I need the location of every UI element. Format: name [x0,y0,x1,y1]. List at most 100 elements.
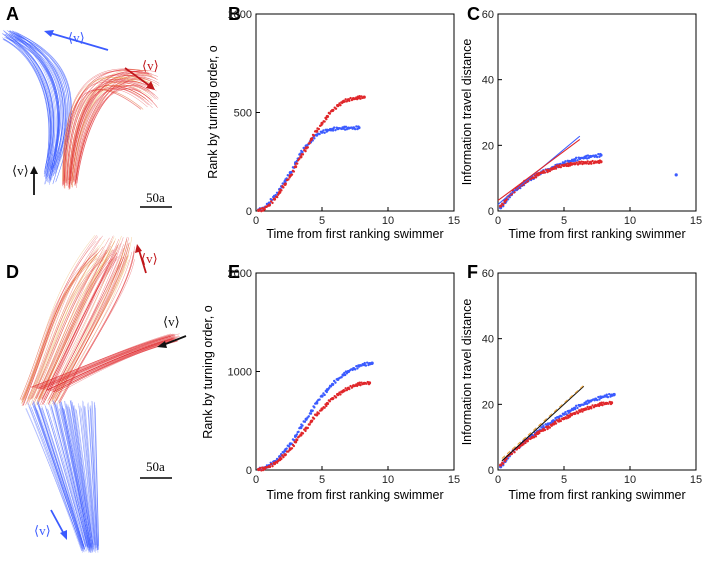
red-trajectory [34,248,110,400]
red-velocity-arrow-d [138,249,147,274]
data-point [332,126,336,129]
data-point [310,137,314,140]
red-trajectory [19,253,96,400]
data-point [301,424,304,427]
chart-f: 0 5 10 15 0 20 40 60 [482,268,702,486]
data-point [336,104,340,108]
data-point [367,381,372,385]
blue-trajectory [81,408,96,546]
y-tick-label: 40 [482,75,494,87]
trajectories-d [19,235,180,554]
fit-line-red-fit [497,138,581,201]
data-point [517,446,521,450]
blue-trajectory [89,407,98,551]
data-point [315,129,319,133]
red-trajectory [39,336,176,390]
x-tick-label: 0 [253,215,259,227]
red-trajectory [38,249,115,399]
data-point [532,436,536,439]
blue-trajectory [93,402,99,546]
blue-trajectory [95,407,100,549]
x-tick-label: 10 [624,474,636,486]
blue-trajectory [47,409,88,548]
panel-letter-e: E [228,262,240,282]
data-point [597,152,600,156]
red-trajectory [67,88,148,188]
data-point [553,165,557,168]
red-trajectory [66,81,147,185]
data-point [586,154,590,157]
data-point [359,383,362,387]
data-point [595,398,599,402]
data-point [307,415,310,418]
x-tick-label: 15 [448,474,460,486]
data-point [285,447,288,450]
black-arrowhead-d [157,341,167,348]
red-trajectory [50,339,176,392]
blue-trajectory [67,404,93,547]
blue-trajectory [63,408,92,549]
data-point [585,162,588,165]
data-point [323,406,326,409]
blue-trajectory [41,405,86,547]
data-point [292,170,296,173]
blue-trajectory [61,402,91,554]
panel-letter-b: B [228,4,241,24]
red-trajectory [73,85,156,183]
red-trajectory [40,336,171,390]
blue-trajectory [38,401,85,549]
blue-trajectory [73,407,94,550]
data-point [543,171,547,174]
data-point [339,103,342,107]
y-tick-label: 1000 [228,367,252,379]
panel-b: B 0 5 10 15 0 500 1000 Time from first ranking… [206,4,460,241]
data-point [554,167,558,170]
blue-trajectory [78,405,95,546]
data-point [271,201,274,205]
blue-trajectory [42,407,86,548]
blue-trajectory [66,406,92,551]
x-tick-label: 5 [561,474,567,486]
blue-trajectory [37,400,85,550]
data-point [292,444,296,448]
blue-trajectory [62,407,91,546]
data-point [308,423,311,426]
blue-trajectory [33,401,84,547]
data-point [606,395,610,399]
blue-trajectory [2,37,50,175]
black-arrowhead-a [30,166,38,174]
blue-trajectory [91,400,99,553]
data-point [355,125,358,128]
data-point [568,415,572,418]
red-trajectory [64,89,144,189]
blue-trajectory [64,400,92,552]
data-point [359,97,362,100]
blue-trajectory [85,406,97,546]
ylabel-b: Rank by turning order, o [206,45,220,178]
blue-trajectory [36,400,85,553]
data-point [343,371,346,375]
blue-trajectory [60,403,91,549]
data-point [323,120,326,123]
blue-trajectory [45,406,87,549]
data-point [280,457,283,461]
data-point [308,141,311,145]
data-point [510,452,514,455]
blue-trajectory [60,401,91,548]
data-point [320,394,324,398]
data-point [499,204,503,208]
black-velocity-arrow-d [162,335,187,346]
data-point [581,410,584,413]
blue-trajectory [47,408,88,552]
data-point [329,385,333,388]
data-point [574,412,577,415]
blue-trajectory [30,405,83,553]
blue-trajectory [34,405,84,548]
blue-trajectory [63,408,92,549]
data-point [282,186,285,189]
data-point [358,381,361,384]
data-point [306,146,310,149]
data-point [268,203,272,207]
y-tick-label: 2000 [228,268,252,280]
data-point [296,162,299,165]
